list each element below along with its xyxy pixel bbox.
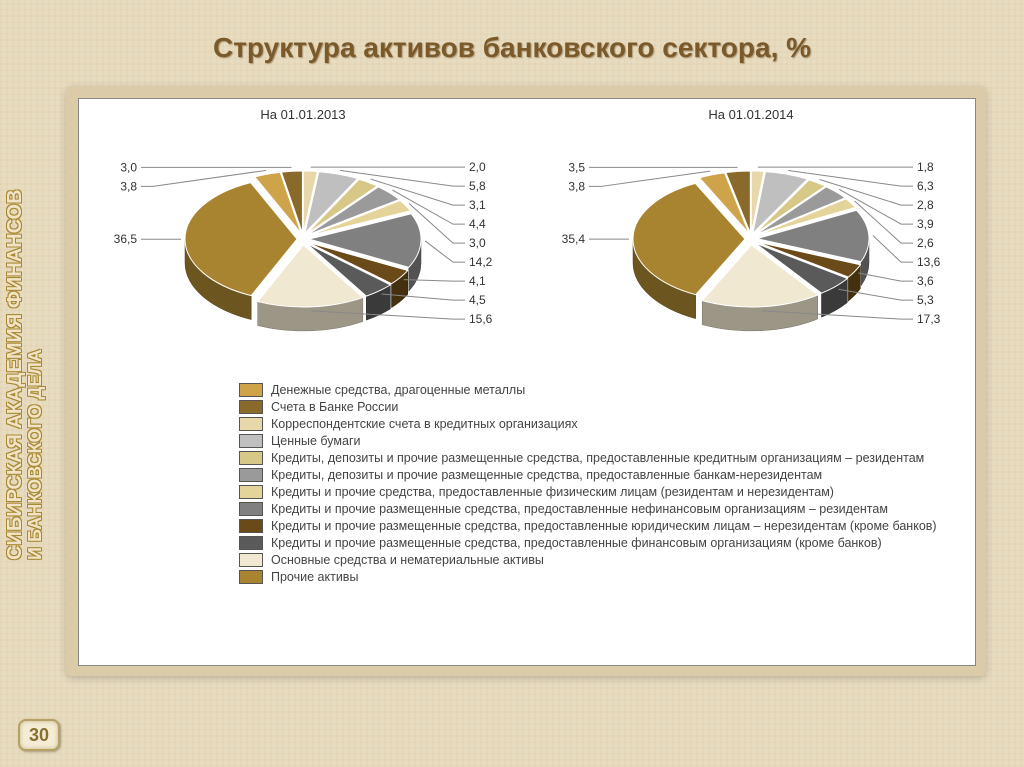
legend-swatch	[239, 553, 263, 567]
svg-text:4,4: 4,4	[469, 217, 486, 231]
legend: Денежные средства, драгоценные металлы Сч…	[239, 383, 959, 587]
legend-item: Основные средства и нематериальные актив…	[239, 553, 959, 567]
legend-label: Корреспондентские счета в кредитных орга…	[271, 417, 578, 431]
legend-swatch	[239, 485, 263, 499]
org-line-1: СИБИРСКАЯ АКАДЕМИЯ ФИНАНСОВ	[4, 189, 26, 560]
legend-item: Ценные бумаги	[239, 434, 959, 448]
svg-text:3,0: 3,0	[469, 236, 486, 250]
chart-panel: На 01.01.2013 3,0 3,8 36,5 2,0 5,8 3,1 4,4 3,0 1…	[66, 86, 986, 676]
svg-text:2,0: 2,0	[469, 160, 486, 174]
legend-item: Прочие активы	[239, 570, 959, 584]
svg-text:3,9: 3,9	[917, 217, 934, 231]
svg-text:6,3: 6,3	[917, 179, 934, 193]
legend-item: Кредиты, депозиты и прочие размещенные с…	[239, 468, 959, 482]
legend-item: Денежные средства, драгоценные металлы	[239, 383, 959, 397]
svg-text:17,3: 17,3	[917, 312, 941, 326]
svg-text:3,1: 3,1	[469, 198, 486, 212]
svg-text:3,8: 3,8	[568, 179, 585, 193]
legend-item: Кредиты, депозиты и прочие размещенные с…	[239, 451, 959, 465]
slide-root: Структура активов банковского сектора, %…	[0, 0, 1024, 767]
svg-text:36,5: 36,5	[114, 232, 138, 246]
svg-text:13,6: 13,6	[917, 255, 941, 269]
svg-text:2,6: 2,6	[917, 236, 934, 250]
svg-text:2,8: 2,8	[917, 198, 934, 212]
svg-text:4,1: 4,1	[469, 274, 486, 288]
pie-2014-title: На 01.01.2014	[527, 107, 975, 122]
legend-label: Кредиты, депозиты и прочие размещенные с…	[271, 451, 924, 465]
legend-swatch	[239, 502, 263, 516]
legend-swatch	[239, 434, 263, 448]
pie-2013-container: На 01.01.2013 3,0 3,8 36,5 2,0 5,8 3,1 4,4 3,0 1…	[79, 105, 527, 375]
svg-text:15,6: 15,6	[469, 312, 493, 326]
legend-item: Кредиты и прочие средства, предоставленн…	[239, 485, 959, 499]
legend-swatch	[239, 468, 263, 482]
pie-2013-title: На 01.01.2013	[79, 107, 527, 122]
page-title: Структура активов банковского сектора, %	[0, 32, 1024, 64]
legend-item: Счета в Банке России	[239, 400, 959, 414]
svg-text:5,3: 5,3	[917, 293, 934, 307]
legend-label: Счета в Банке России	[271, 400, 398, 414]
svg-text:5,8: 5,8	[469, 179, 486, 193]
legend-swatch	[239, 451, 263, 465]
legend-item: Корреспондентские счета в кредитных орга…	[239, 417, 959, 431]
pie-2014: 3,5 3,8 35,4 1,8 6,3 2,8 3,9 2,6 13,6 3,6 5,3 17,3	[527, 127, 975, 367]
legend-swatch	[239, 383, 263, 397]
legend-item: Кредиты и прочие размещенные средства, п…	[239, 519, 959, 533]
legend-swatch	[239, 570, 263, 584]
svg-text:3,8: 3,8	[120, 179, 137, 193]
legend-item: Кредиты и прочие размещенные средства, п…	[239, 536, 959, 550]
svg-text:3,5: 3,5	[568, 160, 585, 174]
org-vertical-label: СИБИРСКАЯ АКАДЕМИЯ ФИНАНСОВ И БАНКОВСКОГ…	[4, 189, 46, 560]
legend-item: Кредиты и прочие размещенные средства, п…	[239, 502, 959, 516]
svg-text:4,5: 4,5	[469, 293, 486, 307]
legend-label: Денежные средства, драгоценные металлы	[271, 383, 525, 397]
legend-label: Кредиты и прочие размещенные средства, п…	[271, 519, 937, 533]
pie-2014-container: На 01.01.2014 3,5 3,8 35,4 1,8 6,3 2,8 3,9 2,6 1…	[527, 105, 975, 375]
svg-text:3,0: 3,0	[120, 160, 137, 174]
svg-text:14,2: 14,2	[469, 255, 493, 269]
legend-label: Кредиты, депозиты и прочие размещенные с…	[271, 468, 822, 482]
legend-swatch	[239, 519, 263, 533]
chart-box: На 01.01.2013 3,0 3,8 36,5 2,0 5,8 3,1 4,4 3,0 1…	[78, 98, 976, 666]
legend-label: Кредиты и прочие размещенные средства, п…	[271, 502, 888, 516]
svg-text:35,4: 35,4	[562, 232, 586, 246]
legend-label: Ценные бумаги	[271, 434, 361, 448]
pie-2013: 3,0 3,8 36,5 2,0 5,8 3,1 4,4 3,0 14,2 4,1 4,5 15,6	[79, 127, 527, 367]
legend-swatch	[239, 536, 263, 550]
legend-label: Прочие активы	[271, 570, 358, 584]
page-number-badge: 30	[18, 719, 60, 751]
org-line-2: И БАНКОВСКОГО ДЕЛА	[26, 189, 46, 560]
legend-label: Кредиты и прочие средства, предоставленн…	[271, 485, 834, 499]
legend-label: Кредиты и прочие размещенные средства, п…	[271, 536, 882, 550]
svg-text:1,8: 1,8	[917, 160, 934, 174]
legend-swatch	[239, 400, 263, 414]
legend-swatch	[239, 417, 263, 431]
legend-label: Основные средства и нематериальные актив…	[271, 553, 544, 567]
svg-text:3,6: 3,6	[917, 274, 934, 288]
